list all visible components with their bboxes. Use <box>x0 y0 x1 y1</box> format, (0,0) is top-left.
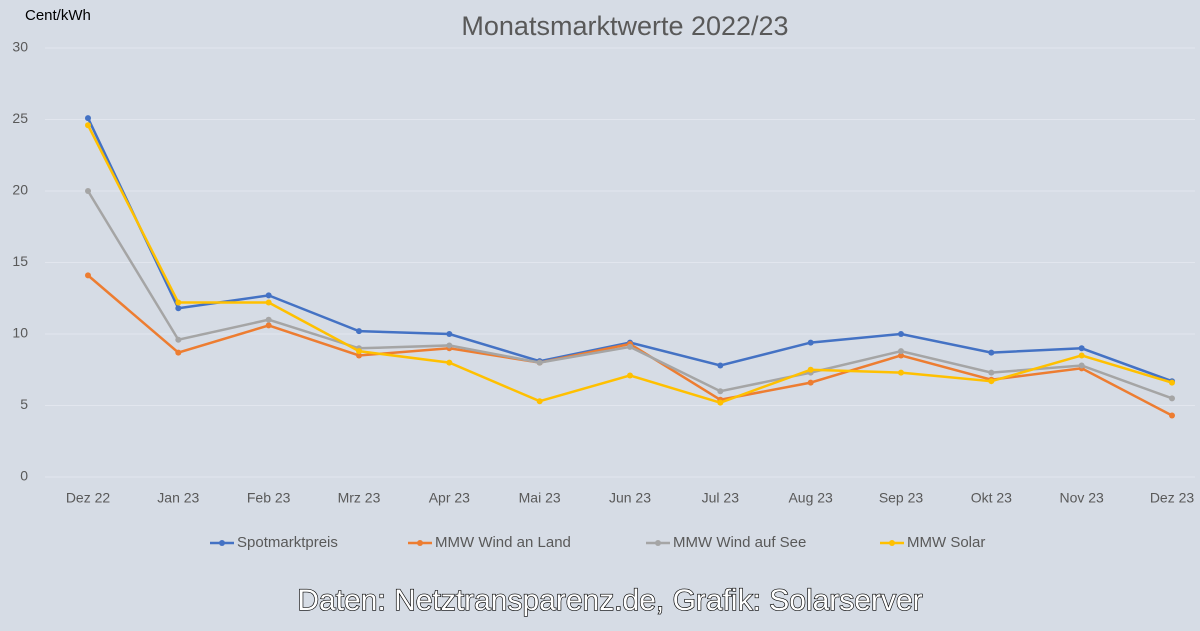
data-point <box>807 339 814 346</box>
x-tick-label: Mrz 23 <box>338 490 381 506</box>
data-point <box>446 359 453 366</box>
x-tick-label: Sep 23 <box>879 490 924 506</box>
y-tick-label: 0 <box>20 468 28 484</box>
data-point <box>356 352 362 359</box>
data-point <box>988 378 995 385</box>
data-point <box>85 122 91 129</box>
data-point <box>717 388 724 395</box>
data-point <box>1078 352 1085 359</box>
data-point <box>356 348 362 355</box>
data-point <box>265 316 272 323</box>
legend-label: MMW Wind an Land <box>435 534 571 551</box>
data-point <box>627 372 633 379</box>
data-point <box>175 305 182 312</box>
y-tick-label: 30 <box>12 39 28 55</box>
data-point <box>717 362 724 369</box>
data-point <box>265 292 272 299</box>
data-point <box>265 322 272 329</box>
x-tick-label: Jul 23 <box>702 490 740 506</box>
data-point <box>898 352 904 359</box>
data-point <box>356 328 362 335</box>
data-point <box>807 379 814 386</box>
data-point <box>536 398 543 405</box>
data-point <box>175 299 182 306</box>
x-tick-label: Apr 23 <box>429 490 470 506</box>
data-point <box>898 331 904 337</box>
data-point <box>1078 362 1085 369</box>
data-point <box>446 342 453 349</box>
data-point <box>85 272 91 279</box>
data-point <box>898 348 904 355</box>
legend-label: MMW Solar <box>907 534 985 551</box>
legend-marker <box>417 540 423 546</box>
data-point <box>1078 345 1085 352</box>
data-point <box>717 399 724 406</box>
y-tick-label: 10 <box>12 325 28 341</box>
source-note: Daten: Netztransparenz.de, Grafik: Solar… <box>297 584 922 617</box>
data-point <box>85 115 91 122</box>
data-point <box>988 349 995 356</box>
y-tick-label: 20 <box>12 182 28 198</box>
data-point <box>175 349 182 356</box>
x-tick-label: Nov 23 <box>1059 490 1104 506</box>
data-point <box>807 366 814 373</box>
data-point <box>175 336 182 343</box>
x-tick-label: Dez 23 <box>1150 490 1195 506</box>
y-tick-label: 5 <box>20 396 28 412</box>
data-point <box>265 299 272 306</box>
legend-label: Spotmarktpreis <box>237 534 338 551</box>
x-tick-label: Jan 23 <box>157 490 199 506</box>
x-tick-label: Feb 23 <box>247 490 291 506</box>
y-tick-label: 15 <box>12 253 28 269</box>
data-point <box>1169 379 1175 386</box>
data-point <box>627 343 633 350</box>
x-tick-label: Okt 23 <box>971 490 1012 506</box>
data-point <box>85 188 91 194</box>
x-tick-label: Aug 23 <box>788 490 833 506</box>
data-point <box>988 369 995 376</box>
data-point <box>536 359 543 366</box>
legend-marker <box>219 540 225 546</box>
chart-title: Monatsmarktwerte 2022/23 <box>461 11 788 41</box>
data-point <box>446 331 453 337</box>
legend-marker <box>655 540 661 546</box>
x-tick-label: Jun 23 <box>609 490 651 506</box>
legend-marker <box>889 540 895 546</box>
data-point <box>898 369 904 376</box>
y-axis-label: Cent/kWh <box>25 7 91 24</box>
y-tick-label: 25 <box>12 110 28 126</box>
legend-label: MMW Wind auf See <box>673 534 806 551</box>
data-point <box>1169 395 1175 402</box>
data-point <box>1169 412 1175 419</box>
x-tick-label: Mai 23 <box>519 490 561 506</box>
x-tick-label: Dez 22 <box>66 490 111 506</box>
